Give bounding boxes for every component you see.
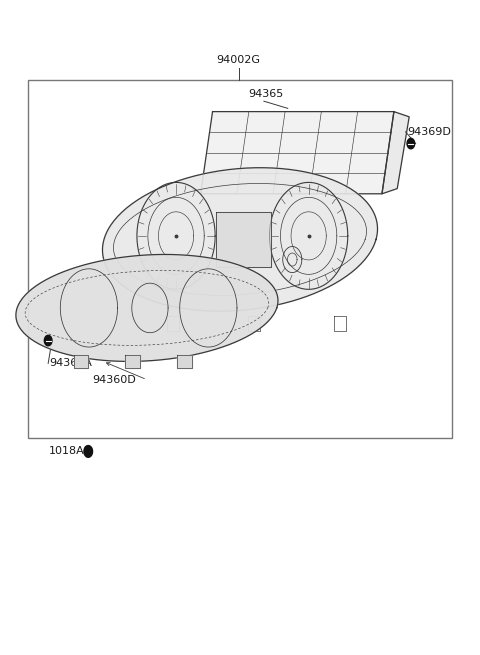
Polygon shape — [73, 355, 88, 368]
Polygon shape — [382, 111, 409, 194]
Bar — [28, 80, 452, 438]
Polygon shape — [44, 335, 52, 346]
Text: 94369D: 94369D — [407, 127, 451, 137]
Text: 94363A: 94363A — [49, 358, 92, 368]
Polygon shape — [201, 111, 394, 194]
Polygon shape — [125, 355, 140, 368]
Polygon shape — [407, 138, 415, 149]
Polygon shape — [84, 445, 93, 457]
Text: 94002G: 94002G — [216, 54, 261, 65]
Polygon shape — [103, 168, 377, 311]
Polygon shape — [216, 212, 271, 267]
Text: 1018AD: 1018AD — [49, 447, 94, 457]
Text: 94365: 94365 — [249, 89, 284, 99]
Polygon shape — [16, 254, 278, 362]
Polygon shape — [178, 355, 192, 368]
Text: 94360D: 94360D — [92, 375, 136, 384]
